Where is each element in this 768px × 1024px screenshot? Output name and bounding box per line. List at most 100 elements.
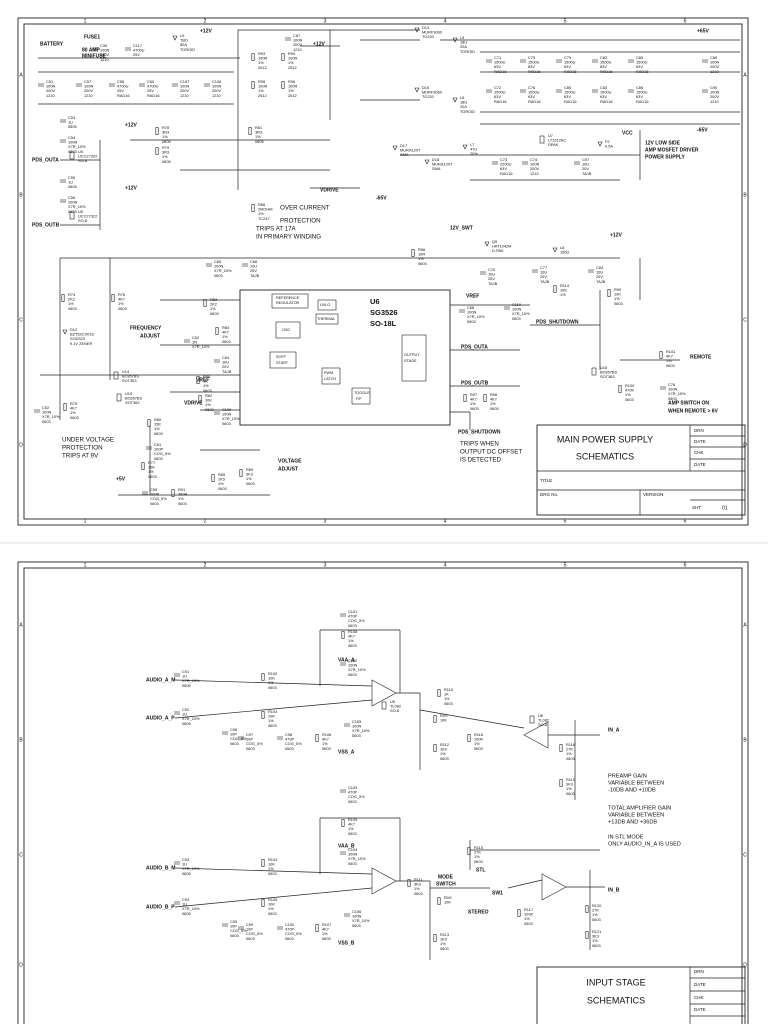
component-label: UCC27322	[78, 214, 97, 219]
wire	[507, 879, 543, 889]
component-label: 200V	[84, 88, 93, 93]
net-label: IN_B	[608, 887, 620, 893]
component-label: 1K0	[440, 747, 448, 752]
component-label: 1210	[84, 93, 93, 98]
component-label: 1210	[212, 93, 221, 98]
component-label: UCC27322	[78, 154, 97, 159]
component-label: X7R_10%	[348, 856, 366, 861]
component-label: 0603	[512, 316, 521, 321]
component-label: RV5	[440, 713, 448, 718]
component-label: 1%	[490, 401, 496, 406]
component-label: 0603	[285, 746, 294, 751]
op-amp	[371, 867, 397, 895]
grid-column-label: 2	[204, 18, 207, 24]
component-label: 100N	[352, 724, 361, 729]
block-label: UVLO	[320, 303, 330, 307]
component-label: 27K	[566, 747, 573, 752]
resistor-symbol	[281, 53, 285, 61]
component-label: TAJB	[488, 281, 498, 286]
component-label: 25V	[250, 268, 257, 273]
component-label: 1500U	[564, 90, 576, 95]
component-label: R115	[474, 845, 483, 850]
component-label: 100N	[710, 90, 719, 95]
component-label: 100P	[150, 492, 159, 497]
component-label: 63V	[494, 94, 501, 99]
note: OVER CURRENT	[280, 205, 330, 212]
component-label: 1%	[440, 751, 446, 756]
component-label: F2	[605, 139, 610, 144]
component-label: C105	[352, 719, 361, 724]
grid-row-label: B	[743, 192, 747, 198]
component-label: 1%	[322, 741, 328, 746]
component-label: MURF3060	[422, 30, 443, 35]
component-label: 470P	[285, 927, 294, 932]
net-label: SG3526	[370, 308, 398, 317]
net-label: MINIFUSE	[82, 53, 107, 59]
component-label: R94	[288, 51, 296, 56]
note: ADJUST	[140, 333, 160, 339]
component-label: X7R_10%	[348, 667, 366, 672]
component-label: C78	[668, 382, 675, 387]
component-label: 1K5	[218, 477, 225, 482]
component-label: R120	[592, 903, 602, 908]
component-label: L8	[560, 245, 564, 250]
resistor-symbol	[203, 299, 207, 307]
component-label: C99	[246, 922, 253, 927]
block-label: PWM	[324, 371, 333, 375]
net-label: MODE	[438, 874, 454, 880]
component-label: 100N	[42, 410, 51, 415]
component-label: C59	[150, 487, 157, 492]
grid-row-label: C	[743, 317, 747, 323]
component-label: 0805	[182, 871, 191, 876]
resistor-symbol	[467, 734, 471, 742]
component-label: 10U	[222, 360, 229, 365]
component-label: R114	[560, 283, 570, 288]
grid-row-label: A	[19, 622, 23, 628]
resistor-symbol	[618, 385, 622, 393]
component-label: 1K	[203, 379, 208, 384]
component-label: 0.5A	[605, 144, 613, 149]
component-label: 0805	[68, 184, 77, 189]
block-field: DATE	[694, 982, 706, 987]
note: PROTECTION	[62, 445, 103, 452]
component-label: 0603	[348, 799, 357, 804]
grid-column-label: 6	[684, 18, 687, 24]
resistor-symbol	[261, 673, 265, 681]
component-label: R105	[268, 897, 277, 902]
page-1-border	[17, 17, 749, 526]
component-label: R97	[470, 392, 477, 397]
diode-symbol	[424, 159, 430, 165]
component-label: 0603	[474, 859, 483, 864]
component-label: U5	[78, 209, 83, 214]
component-label: 1%	[154, 426, 160, 431]
component-label: 0603	[524, 921, 533, 926]
component-label: RAD16	[600, 99, 613, 104]
block-title: SCHEMATICS	[576, 451, 634, 461]
component-label: C104	[348, 847, 358, 852]
net-label: PDS_OUTA	[461, 344, 488, 350]
grid-row-label: A	[743, 72, 747, 78]
component-label: COG_5%	[246, 741, 263, 746]
block-label: REGULATOR	[276, 301, 300, 305]
component-label: R110	[444, 687, 454, 692]
net-label: PDS_OUTB	[461, 380, 489, 386]
component-label: 63V	[564, 94, 571, 99]
component-label: 1500U	[528, 90, 540, 95]
component-label: 1%	[258, 60, 264, 65]
component-label: 10K	[440, 718, 447, 723]
component-label: R89	[246, 467, 253, 472]
resistor-symbol	[261, 859, 265, 867]
grid-column-label: 4	[444, 518, 447, 524]
component-label: 0805	[182, 721, 191, 726]
component-label: RAD16	[494, 69, 507, 74]
component-label: 4K7	[348, 822, 355, 827]
block-label: THERMAL	[317, 317, 335, 321]
net-label: 12V_SWT	[450, 225, 473, 231]
component-label: R91	[178, 487, 185, 492]
component-label: 63V	[636, 64, 643, 69]
component-label: 100N	[180, 84, 189, 89]
component-label: R121	[592, 929, 601, 934]
component-label: 1%	[268, 906, 274, 911]
grid-column-label: 6	[684, 562, 687, 568]
block-label: LATCH	[324, 377, 336, 381]
